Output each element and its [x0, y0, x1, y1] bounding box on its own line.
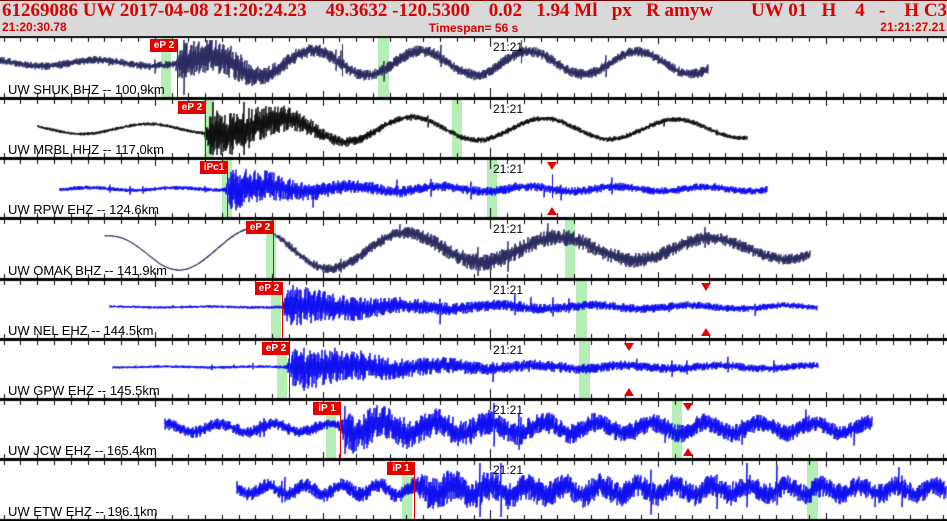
trace-row[interactable]: UW OMAK BHZ -- 141.9km 21:21 eP 2 — [0, 220, 947, 278]
trace-row[interactable]: UW SHUK BHZ -- 100.9km 21:21 eP 2 — [0, 38, 947, 97]
trace-row[interactable]: UW MRBL HHZ -- 117.0km 21:21 eP 2 — [0, 100, 947, 157]
trace-row[interactable]: UW JCW EHZ -- 165.4km 21:21 iP 1 — [0, 401, 947, 458]
trace-row[interactable]: UW RPW EHZ -- 124.6km 21:21 iPc1 — [0, 160, 947, 217]
minute-tick-label: 21:21 — [493, 343, 524, 357]
minute-tick-label: 21:21 — [493, 162, 524, 176]
phase-pick-flag[interactable]: eP 2 — [246, 221, 274, 234]
minute-tick-label: 21:21 — [493, 222, 524, 236]
station-label: UW NEL EHZ -- 144.5km — [8, 323, 154, 338]
coda-marker-bottom[interactable] — [701, 328, 711, 336]
event-header: 61269086 UW 2017-04-08 21:20:24.23 49.36… — [0, 1, 947, 36]
phase-pick-flag[interactable]: eP 2 — [262, 342, 290, 355]
station-label: UW GPW EHZ -- 145.5km — [8, 383, 160, 398]
trace-end-time: 21:21:27.21 — [880, 20, 945, 34]
phase-pick-flag[interactable]: iPc1 — [200, 161, 228, 174]
station-label: UW OMAK BHZ -- 141.9km — [8, 263, 167, 278]
coda-marker-bottom[interactable] — [547, 207, 557, 215]
phase-pick-flag[interactable]: iP 1 — [387, 462, 415, 475]
minute-tick-label: 21:21 — [493, 283, 524, 297]
minute-tick-label: 21:21 — [493, 463, 524, 477]
coda-marker-bottom[interactable] — [624, 388, 634, 396]
station-label: UW MRBL HHZ -- 117.0km — [8, 142, 165, 157]
minute-tick-label: 21:21 — [493, 40, 524, 54]
phase-pick-flag[interactable]: eP 2 — [255, 282, 283, 295]
trace-row[interactable]: UW ETW EHZ -- 196.1km 21:21 iP 1 — [0, 461, 947, 519]
phase-pick-flag[interactable]: eP 2 — [150, 39, 178, 52]
trace-row[interactable]: UW NEL EHZ -- 144.5km 21:21 eP 2 — [0, 281, 947, 338]
coda-marker-bottom[interactable] — [683, 448, 693, 456]
minute-tick-label: 21:21 — [493, 102, 524, 116]
coda-marker-top[interactable] — [683, 403, 693, 411]
minute-tick-label: 21:21 — [493, 403, 524, 417]
station-label: UW ETW EHZ -- 196.1km — [8, 504, 158, 519]
station-label: UW RPW EHZ -- 124.6km — [8, 202, 159, 217]
phase-pick-flag[interactable]: eP 2 — [178, 101, 206, 114]
trace-row[interactable]: UW GPW EHZ -- 145.5km 21:21 eP 2 — [0, 341, 947, 398]
station-label: UW SHUK BHZ -- 100.9km — [8, 82, 165, 97]
station-label: UW JCW EHZ -- 165.4km — [8, 443, 157, 458]
coda-marker-top[interactable] — [547, 162, 557, 170]
timespan-label: Timespan= 56 s — [428, 21, 519, 35]
coda-marker-top[interactable] — [624, 343, 634, 351]
event-summary-line: 61269086 UW 2017-04-08 21:20:24.23 49.36… — [2, 0, 947, 21]
phase-pick-flag[interactable]: iP 1 — [313, 402, 341, 415]
coda-marker-top[interactable] — [701, 283, 711, 291]
